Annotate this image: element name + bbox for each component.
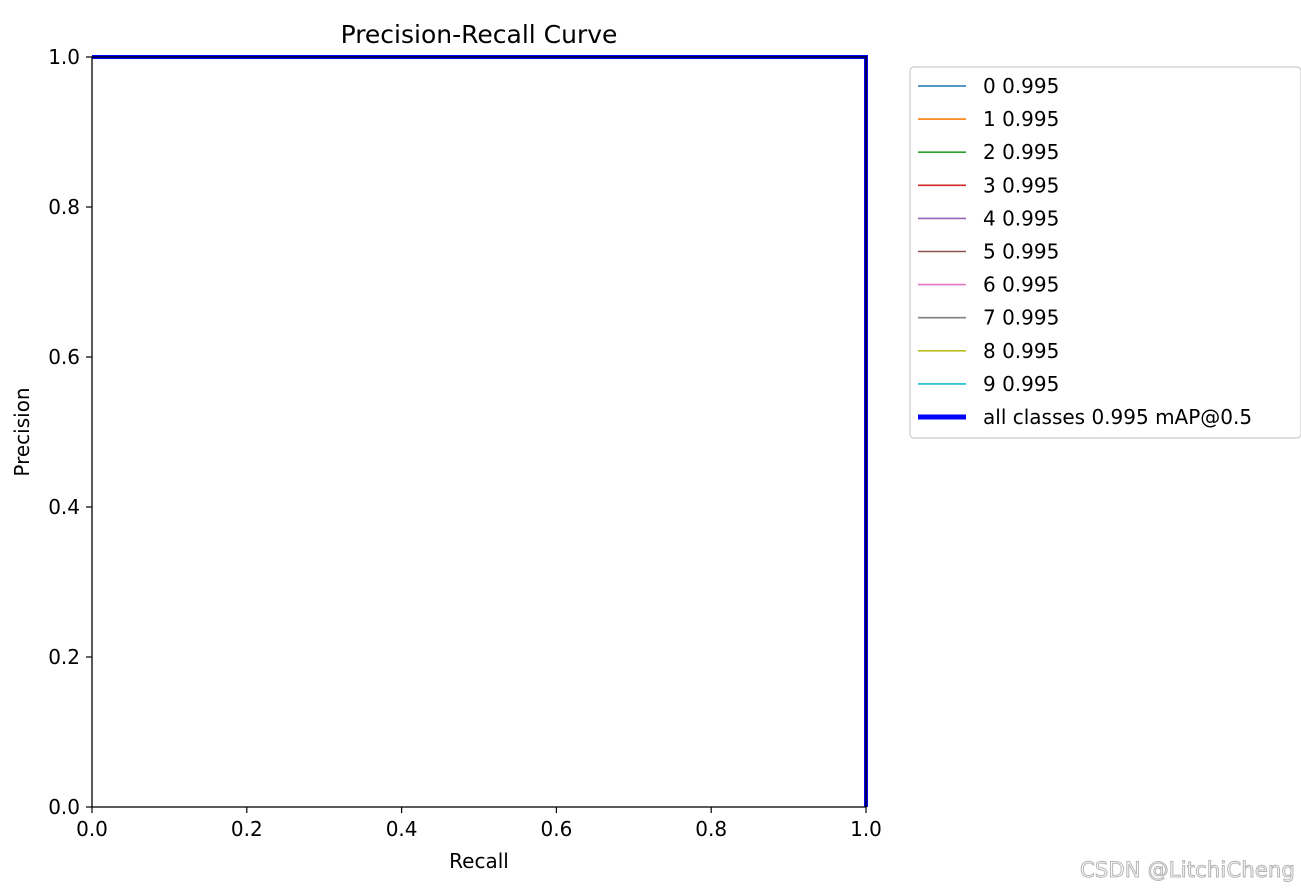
x-tick-label: 0.2 [231,817,263,841]
x-tick-label: 1.0 [850,817,882,841]
legend-label: 1 0.995 [983,107,1059,131]
series-line-7 [92,56,867,807]
series-line-1 [92,56,867,807]
series-line-10 [92,55,868,807]
y-tick-label: 0.0 [48,795,80,819]
y-axis-label: Precision [10,387,34,476]
axes-frame [91,56,867,808]
series-line-8 [92,56,867,807]
series-line-0 [92,56,867,807]
watermark: CSDN @LitchiCheng [1080,858,1296,883]
legend-box [909,66,1301,439]
axis-ticks: 0.0 0.2 0.4 0.6 0.8 1.0 0.0 0.2 0.4 0.6 0.8 1.0 [48,45,882,841]
y-tick-label: 0.4 [48,495,80,519]
legend-label: 7 0.995 [983,306,1059,330]
legend-label: 2 0.995 [983,140,1059,164]
y-tick-label: 1.0 [48,45,80,69]
legend-label: 8 0.995 [983,339,1059,363]
series-line-5 [92,56,867,807]
legend: 0 0.995 1 0.995 2 0.995 3 0.995 4 0.995 5 0.9… [909,66,1301,439]
x-tick-label: 0.4 [386,817,418,841]
legend-label: 9 0.995 [983,372,1059,396]
legend-label: 4 0.995 [983,206,1059,230]
plot-lines [92,55,868,807]
x-tick-label: 0.6 [540,817,572,841]
legend-label: 6 0.995 [983,273,1059,297]
x-tick-label: 0.8 [695,817,727,841]
y-tick-label: 0.2 [48,645,80,669]
chart-title: Precision-Recall Curve [341,20,618,49]
y-tick-label: 0.6 [48,345,80,369]
y-tick-label: 0.8 [48,195,80,219]
series-line-3 [92,56,867,807]
series-line-2 [92,56,867,807]
x-axis-label: Recall [449,849,509,873]
series-line-9 [92,56,867,807]
x-tick-label: 0.0 [76,817,108,841]
legend-label: 5 0.995 [983,240,1059,264]
series-line-6 [92,56,867,807]
legend-label: all classes 0.995 mAP@0.5 [983,405,1252,429]
legend-label: 3 0.995 [983,173,1059,197]
series-line-4 [92,56,867,807]
legend-label: 0 0.995 [983,74,1059,98]
